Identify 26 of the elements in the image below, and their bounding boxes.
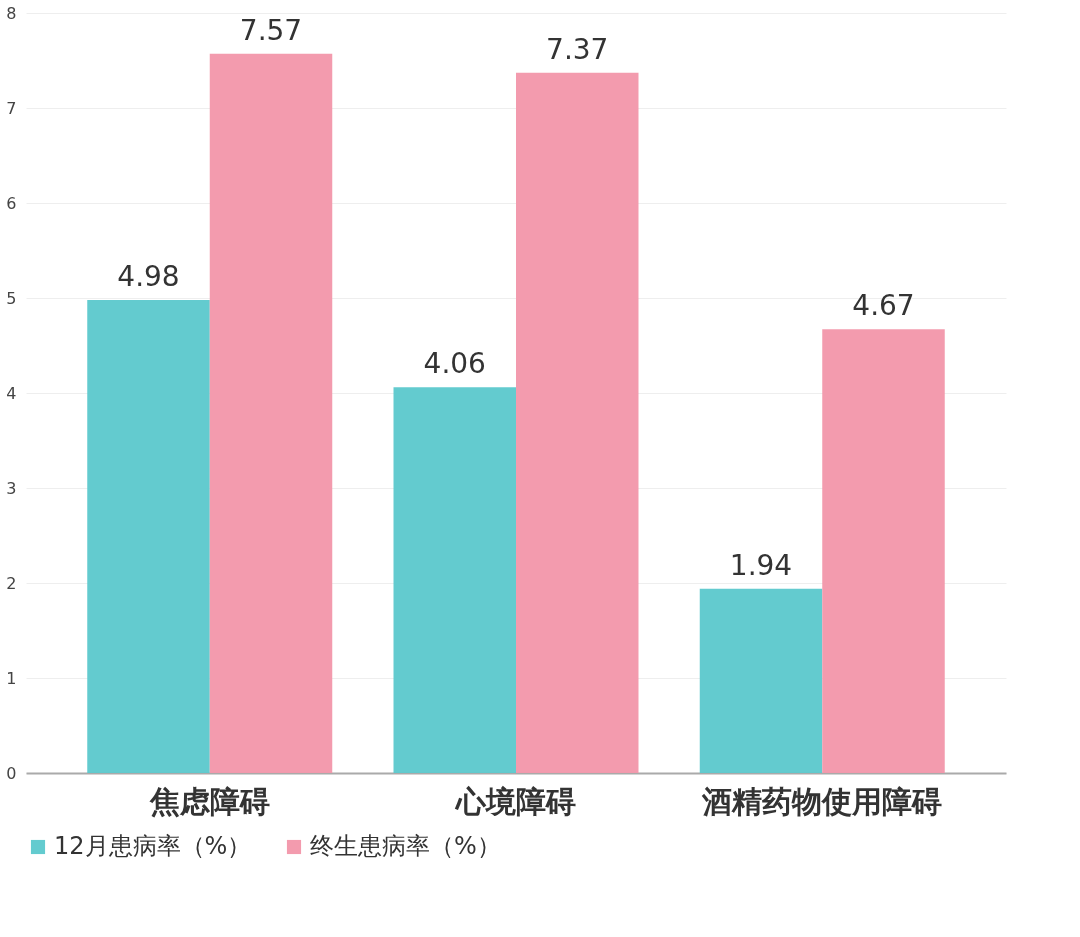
data-label: 4.06 — [423, 347, 486, 381]
bar — [699, 588, 823, 773]
legend-label: 12月患病率（%） — [54, 832, 252, 860]
x-tick-label: 心境障碍 — [454, 783, 576, 819]
y-tick-label: 7 — [6, 98, 17, 118]
bar — [393, 387, 516, 773]
y-tick-label: 8 — [6, 3, 17, 23]
bar — [516, 72, 639, 773]
x-tick-label: 焦虑障碍 — [148, 783, 270, 819]
y-tick-label: 4 — [6, 383, 17, 403]
data-label: 4.98 — [117, 259, 180, 293]
y-tick-label: 2 — [6, 573, 17, 593]
bar — [87, 299, 210, 773]
y-tick-label: 3 — [6, 478, 17, 498]
y-tick-label: 6 — [6, 193, 17, 213]
data-label: 7.37 — [546, 32, 609, 66]
y-tick-label: 5 — [6, 288, 17, 308]
legend-label: 终生患病率（%） — [310, 832, 501, 860]
bar — [822, 329, 945, 773]
y-tick-label: 0 — [6, 763, 17, 783]
data-label: 1.94 — [729, 548, 793, 582]
bar — [209, 53, 333, 773]
data-label: 4.67 — [852, 289, 915, 323]
x-tick-label: 酒精药物使用障碍 — [701, 783, 943, 819]
data-label: 7.57 — [239, 13, 303, 47]
y-tick-label: 1 — [6, 668, 17, 688]
